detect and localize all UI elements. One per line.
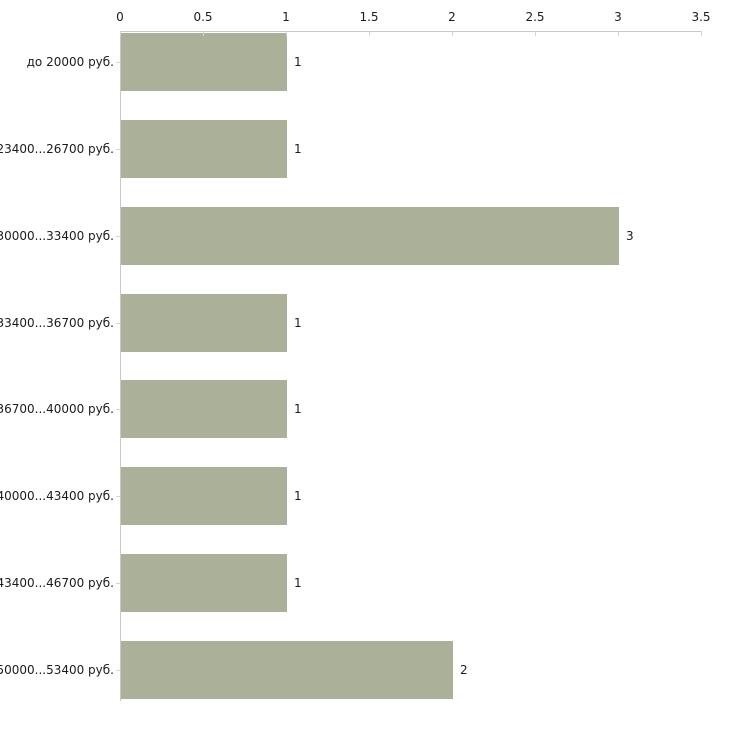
x-axis-line	[120, 31, 702, 32]
value-label: 1	[294, 489, 302, 503]
category-label: 30000...33400 руб.	[0, 229, 114, 243]
value-label: 1	[294, 142, 302, 156]
y-axis-line	[120, 31, 121, 701]
x-axis-tick-label: 3	[614, 10, 622, 24]
category-label: 23400...26700 руб.	[0, 142, 114, 156]
bar	[121, 641, 453, 699]
value-label: 1	[294, 316, 302, 330]
bar	[121, 467, 287, 525]
category-tick-mark	[116, 409, 121, 410]
category-label: до 20000 руб.	[26, 55, 114, 69]
x-axis-tick-label: 2	[448, 10, 456, 24]
bar	[121, 120, 287, 178]
bar	[121, 554, 287, 612]
bar	[121, 33, 287, 91]
bar	[121, 207, 619, 265]
bar	[121, 294, 287, 352]
bar	[121, 380, 287, 438]
category-tick-mark	[116, 496, 121, 497]
value-label: 1	[294, 55, 302, 69]
x-axis-tick-mark	[701, 31, 702, 36]
category-label: 43400...46700 руб.	[0, 576, 114, 590]
value-label: 3	[626, 229, 634, 243]
value-label: 2	[460, 663, 468, 677]
x-axis-tick-label: 1	[282, 10, 290, 24]
x-axis-tick-mark	[452, 31, 453, 36]
category-tick-mark	[116, 62, 121, 63]
category-tick-mark	[116, 583, 121, 584]
category-tick-mark	[116, 670, 121, 671]
x-axis-tick-label: 0.5	[193, 10, 213, 24]
category-label: 36700...40000 руб.	[0, 402, 114, 416]
category-label: 33400...36700 руб.	[0, 316, 114, 330]
x-axis-tick-mark	[203, 31, 204, 36]
x-axis-tick-label: 3.5	[691, 10, 711, 24]
category-label: 50000...53400 руб.	[0, 663, 114, 677]
value-label: 1	[294, 402, 302, 416]
category-tick-mark	[116, 323, 121, 324]
x-axis-tick-mark	[369, 31, 370, 36]
category-tick-mark	[116, 149, 121, 150]
x-axis-tick-label: 1.5	[359, 10, 379, 24]
value-label: 1	[294, 576, 302, 590]
x-axis-tick-label: 0	[116, 10, 124, 24]
x-axis-tick-mark	[535, 31, 536, 36]
x-axis-tick-mark	[286, 31, 287, 36]
x-axis-tick-mark	[618, 31, 619, 36]
category-label: 40000...43400 руб.	[0, 489, 114, 503]
x-axis-tick-label: 2.5	[525, 10, 545, 24]
category-tick-mark	[116, 236, 121, 237]
x-axis-tick-mark	[120, 31, 121, 36]
